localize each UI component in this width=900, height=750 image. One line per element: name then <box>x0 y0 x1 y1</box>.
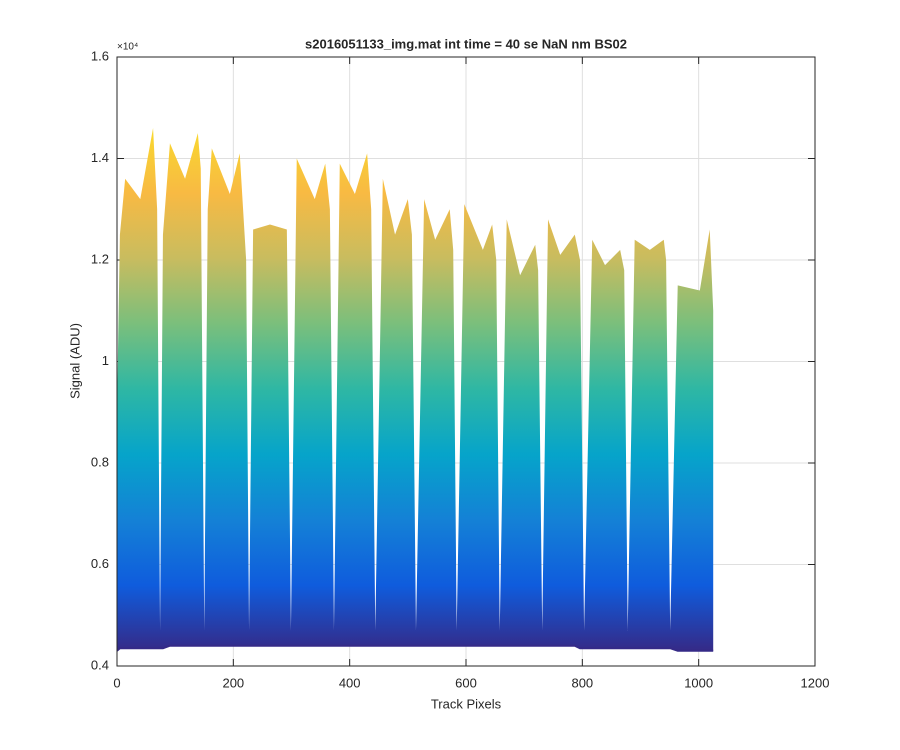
x-tick-label: 600 <box>455 675 477 690</box>
chart-title: s2016051133_img.mat int time = 40 se NaN… <box>305 36 627 51</box>
y-tick-label: 1.2 <box>91 251 109 266</box>
x-tick-label: 800 <box>571 675 593 690</box>
x-tick-label: 1000 <box>684 675 713 690</box>
x-axis-label: Track Pixels <box>431 696 502 711</box>
x-tick-label: 1200 <box>801 675 830 690</box>
y-tick-label: 1.4 <box>91 150 109 165</box>
axes-box <box>116 56 816 667</box>
y-tick-label: 0.4 <box>91 657 109 672</box>
y-tick-label: 1 <box>102 353 109 368</box>
x-tick-label: 0 <box>113 675 120 690</box>
y-multiplier: ×10⁴ <box>117 42 138 53</box>
y-tick-label: 0.6 <box>91 556 109 571</box>
y-tick-label: 0.8 <box>91 454 109 469</box>
y-axis-label: Signal (ADU) <box>67 323 82 399</box>
signal-area <box>117 128 714 651</box>
x-tick-label: 200 <box>222 675 244 690</box>
y-tick-label: 1.6 <box>91 48 109 63</box>
x-tick-label: 400 <box>339 675 361 690</box>
lower-envelope <box>116 644 714 652</box>
